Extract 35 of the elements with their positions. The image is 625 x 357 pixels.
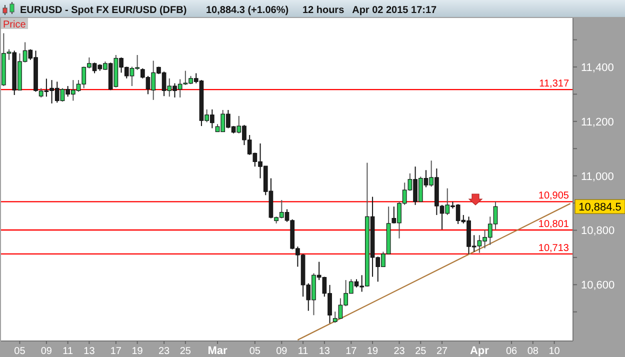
x-tick-label: 17 xyxy=(346,346,358,357)
x-tick-label: 19 xyxy=(366,346,379,357)
ref-line-label: 10,801 xyxy=(538,218,570,230)
ref-line-label: 10,713 xyxy=(538,242,570,254)
x-tick-label: Mar xyxy=(208,345,228,357)
y-tick-label: 10,800 xyxy=(581,225,615,238)
x-tick-label: 17 xyxy=(110,346,122,357)
y-tick-label: 10,600 xyxy=(581,280,615,292)
x-tick-label: 05 xyxy=(249,346,261,357)
x-tick-label: 19 xyxy=(132,346,144,357)
y-tick-label: 11,400 xyxy=(581,62,614,74)
x-tick-label: 13 xyxy=(318,346,330,357)
x-tick-label: 11 xyxy=(62,346,74,357)
text: 10,884.5 xyxy=(578,202,622,214)
x-tick-label: 05 xyxy=(14,346,26,357)
chart-title: EURUSD - Spot FX EUR/USD (DFB) xyxy=(20,5,187,16)
x-tick-label: 06 xyxy=(506,346,518,357)
x-tick-label: 25 xyxy=(180,346,192,357)
ref-line-label: 11,317 xyxy=(539,78,570,90)
x-tick-label: 13 xyxy=(84,346,96,357)
x-tick-label: 23 xyxy=(394,346,406,357)
x-tick-label: 09 xyxy=(276,346,288,357)
chart-subtitle: 10,884.3 (+1.06%) 12 hours Apr 02 2015 17:17 xyxy=(206,5,438,16)
x-tick-label: 25 xyxy=(415,346,427,357)
x-tick-label: 08 xyxy=(527,346,539,357)
x-tick-label: Apr xyxy=(470,345,490,357)
x-tick-label: 27 xyxy=(436,346,448,357)
x-tick-label: 11 xyxy=(298,346,309,357)
y-tick-label: 11,200 xyxy=(581,116,614,128)
x-tick-label: 23 xyxy=(158,346,170,357)
x-tick-label: 09 xyxy=(40,346,52,357)
x-tick-label: 10 xyxy=(548,346,560,357)
y-axis-title: Price xyxy=(3,20,26,30)
ref-line-label: 10,905 xyxy=(538,190,570,202)
y-tick-label: 11,000 xyxy=(581,170,614,183)
